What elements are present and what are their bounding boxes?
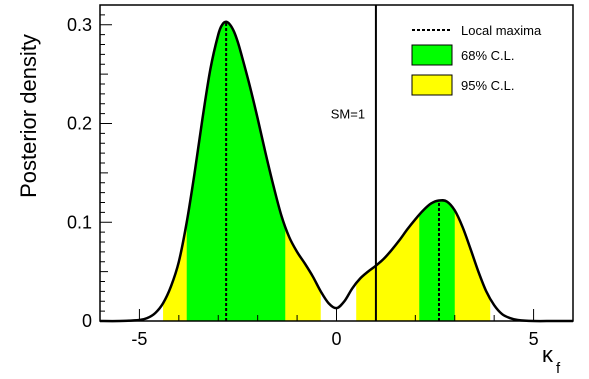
x-axis-title-subscript: f (556, 360, 561, 377)
y-tick-label: 0.1 (67, 212, 92, 232)
legend-label-95: 95% C.L. (461, 78, 514, 93)
x-tick-label: 5 (529, 329, 539, 349)
legend-label-local-maxima: Local maxima (461, 23, 542, 38)
legend: Local maxima 68% C.L. 95% C.L. (411, 23, 542, 96)
density-curve-layer (99, 20, 573, 323)
legend-swatch-68 (411, 44, 453, 66)
cl68-region-0 (186, 21, 286, 321)
sm-annotation: SM=1 (331, 107, 365, 122)
axis-tick-labels: -5 0 5 0 0.1 0.2 0.3 (67, 15, 539, 349)
x-tick-label: -5 (131, 329, 147, 349)
cl68-region-1 (419, 200, 455, 321)
legend-swatch-95 (411, 74, 453, 96)
legend-label-68: 68% C.L. (461, 48, 514, 63)
x-axis-title: κ (542, 342, 554, 367)
x-tick-label: 0 (331, 329, 341, 349)
axis-ticks (99, 4, 574, 322)
y-tick-label: 0.3 (67, 15, 92, 35)
local-maxima-layer (225, 21, 440, 321)
confidence-fills (163, 21, 491, 321)
y-axis-title: Posterior density (16, 34, 41, 198)
y-tick-label: 0 (82, 311, 92, 331)
density-curve (99, 20, 573, 323)
y-tick-label: 0.2 (67, 114, 92, 134)
